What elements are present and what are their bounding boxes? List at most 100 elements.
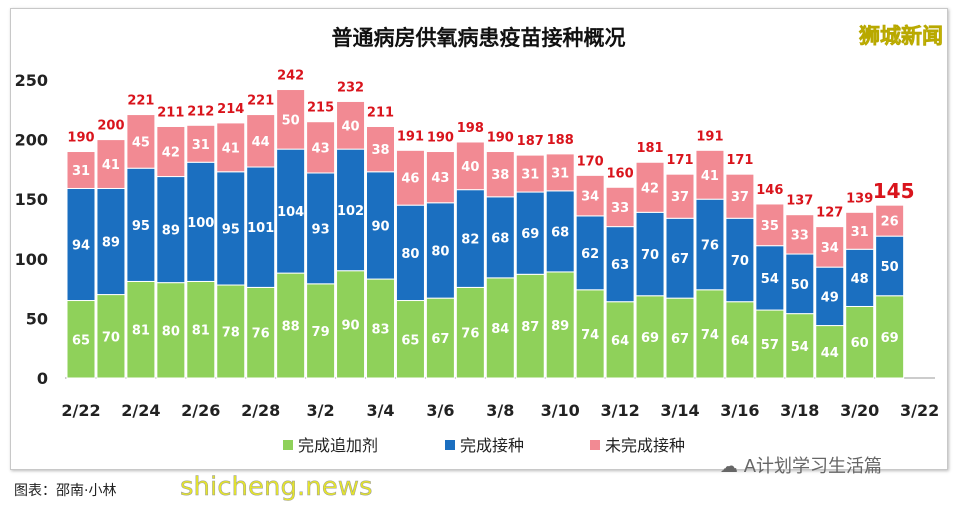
bar-value-label: 68 — [491, 231, 509, 246]
total-label: 190 — [427, 131, 454, 146]
bar-value-label: 74 — [701, 328, 719, 343]
bar-booster — [246, 286, 276, 379]
bar-value-label: 31 — [551, 166, 569, 181]
x-tick-label: 3/18 — [780, 401, 819, 420]
bar-vaccinated — [276, 148, 306, 274]
bar-vaccinated — [126, 167, 156, 282]
bar-booster — [695, 289, 725, 379]
bar-value-label: 69 — [881, 331, 899, 346]
bar-booster — [545, 271, 575, 379]
total-label: 215 — [307, 101, 334, 116]
bar-unvaccinated — [425, 151, 455, 204]
footer-credit: 图表：邵南·小林 — [14, 483, 117, 499]
bar-unvaccinated — [186, 124, 216, 163]
bar-value-label: 87 — [521, 320, 539, 335]
bar-unvaccinated — [635, 161, 665, 213]
bar-value-label: 42 — [641, 181, 659, 196]
bar-unvaccinated — [875, 204, 905, 237]
bar-unvaccinated — [515, 154, 545, 193]
total-label: 188 — [547, 133, 574, 148]
total-label: 211 — [367, 105, 394, 120]
bar-value-label: 62 — [581, 247, 599, 262]
bar-vaccinated — [635, 211, 665, 297]
bar-value-label: 76 — [461, 327, 479, 342]
bar-value-label: 41 — [222, 141, 240, 156]
bar-value-label: 90 — [371, 219, 389, 234]
bar-value-label: 38 — [491, 168, 509, 183]
bar-unvaccinated — [246, 114, 276, 168]
bar-value-label: 31 — [72, 164, 90, 179]
bar-value-label: 65 — [401, 333, 419, 348]
bar-value-label: 80 — [431, 244, 449, 259]
bar-booster — [725, 301, 755, 379]
total-label: 221 — [127, 94, 154, 109]
bar-value-label: 64 — [611, 334, 629, 349]
bar-vaccinated — [156, 176, 186, 284]
y-tick-label: 0 — [37, 369, 48, 388]
bar-value-label: 80 — [162, 324, 180, 339]
bar-vaccinated — [455, 189, 485, 288]
bar-vaccinated — [575, 215, 605, 291]
bar-value-label: 33 — [611, 201, 629, 216]
bar-value-label: 42 — [162, 146, 180, 161]
total-label: 221 — [247, 94, 274, 109]
bar-value-label: 88 — [282, 320, 300, 335]
bar-value-label: 100 — [187, 216, 214, 231]
total-label: 190 — [67, 131, 94, 146]
bar-value-label: 101 — [247, 221, 274, 236]
bar-unvaccinated — [366, 125, 395, 173]
total-label: 200 — [97, 119, 124, 134]
legend-swatch — [590, 440, 600, 450]
legend-label: 完成追加剂 — [298, 436, 378, 455]
bar-unvaccinated — [395, 149, 425, 206]
x-tick-label: 2/26 — [181, 401, 220, 420]
y-tick-label: 50 — [26, 309, 48, 328]
bar-value-label: 70 — [102, 330, 120, 345]
bar-value-label: 57 — [761, 338, 779, 353]
total-label: 211 — [157, 105, 184, 120]
bar-value-label: 67 — [431, 332, 449, 347]
total-label: 171 — [666, 153, 693, 168]
bar-value-label: 45 — [132, 135, 150, 150]
bar-value-label: 26 — [881, 215, 899, 230]
total-label: 139 — [846, 191, 873, 206]
bar-vaccinated — [336, 148, 366, 272]
bar-unvaccinated — [605, 186, 635, 228]
bar-value-label: 79 — [312, 325, 330, 340]
legend-swatch — [445, 440, 455, 450]
bar-value-label: 68 — [551, 225, 569, 240]
bar-unvaccinated — [66, 151, 96, 189]
bar-vaccinated — [515, 191, 545, 275]
bar-unvaccinated — [755, 203, 785, 247]
bar-value-label: 49 — [821, 290, 839, 305]
bar-booster — [815, 325, 845, 379]
bar-booster — [186, 280, 216, 379]
total-label: 190 — [487, 131, 514, 146]
total-label: 187 — [517, 134, 544, 149]
bar-value-label: 60 — [851, 336, 869, 351]
bar-vaccinated — [815, 266, 845, 327]
bar-value-label: 31 — [521, 168, 539, 183]
bar-unvaccinated — [126, 114, 156, 169]
bar-value-label: 50 — [791, 278, 809, 293]
bar-value-label: 70 — [641, 248, 659, 263]
bar-value-label: 78 — [222, 326, 240, 341]
bar-booster — [515, 273, 545, 379]
bar-unvaccinated — [845, 211, 875, 250]
bar-value-label: 95 — [132, 219, 150, 234]
bar-value-label: 44 — [252, 135, 270, 150]
bar-booster — [755, 309, 785, 379]
legend-swatch — [283, 440, 293, 450]
bar-value-label: 76 — [701, 238, 719, 253]
bar-value-label: 34 — [821, 241, 839, 256]
bar-value-label: 50 — [881, 260, 899, 275]
y-tick-label: 250 — [15, 71, 48, 90]
x-tick-label: 3/2 — [307, 401, 335, 420]
bar-unvaccinated — [575, 174, 605, 217]
bar-vaccinated — [186, 161, 216, 282]
total-label: 232 — [337, 80, 364, 95]
bar-value-label: 82 — [461, 233, 479, 248]
x-tick-label: 2/22 — [61, 401, 100, 420]
bar-value-label: 94 — [72, 238, 90, 253]
bar-vaccinated — [755, 245, 785, 311]
